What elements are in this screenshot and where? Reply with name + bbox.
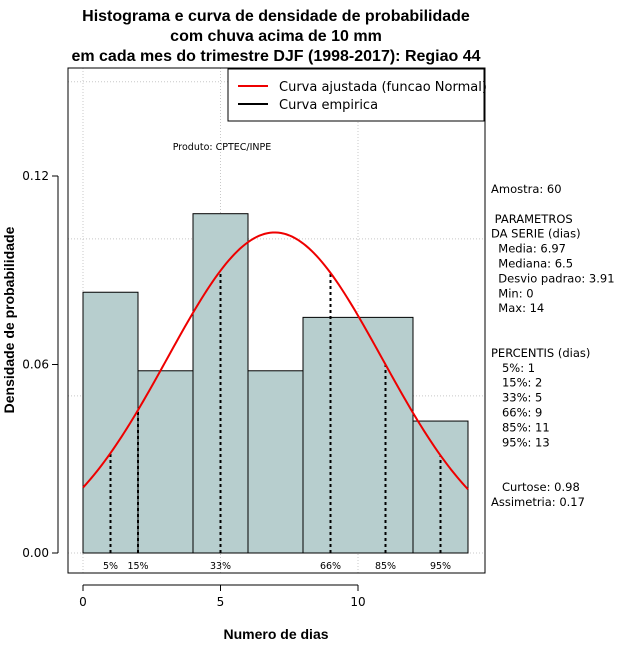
legend-label-2: Curva empirica bbox=[279, 98, 378, 113]
normal-curve bbox=[82, 231, 469, 491]
stat-line-22: Assimetria: 0.17 bbox=[491, 495, 585, 509]
percentile-label-85: 85% bbox=[375, 561, 396, 572]
x-tick-label: 10 bbox=[350, 595, 365, 609]
y-axis-label: Densidade de probabilidade bbox=[1, 226, 17, 413]
stat-line-12: PERCENTIS (dias) bbox=[491, 346, 590, 360]
y-tick-label: 0.00 bbox=[22, 546, 49, 560]
title-line-2: com chuva acima de 10 mm bbox=[170, 28, 382, 45]
histogram-bars bbox=[82, 213, 469, 554]
stat-line-5: Media: 6.97 bbox=[491, 242, 566, 256]
percentile-markers: 5% 15% 33% 66% 85% 95% bbox=[103, 270, 451, 572]
title-line-1: Histograma e curva de densidade de proba… bbox=[82, 8, 470, 25]
stat-line-15: 33%: 5 bbox=[491, 391, 542, 405]
legend: Curva ajustada (funcao Normal) Curva empi… bbox=[227, 68, 487, 122]
chart-title: Histograma e curva de densidade de proba… bbox=[71, 8, 480, 65]
percentile-label-33: 33% bbox=[210, 561, 231, 572]
stat-line-13: 5%: 1 bbox=[491, 361, 535, 375]
x-tick-label: 0 bbox=[79, 595, 87, 609]
stat-line-17: 85%: 11 bbox=[491, 420, 550, 434]
x-axis-label: Numero de dias bbox=[223, 626, 328, 642]
legend-box bbox=[227, 68, 485, 122]
x-tick-label: 5 bbox=[217, 595, 225, 609]
percentile-label-95: 95% bbox=[430, 561, 451, 572]
percentile-label-66: 66% bbox=[320, 561, 341, 572]
stat-line-14: 15%: 2 bbox=[491, 376, 542, 390]
y-tick-label: 0.12 bbox=[22, 169, 49, 183]
stat-line-8: Min: 0 bbox=[491, 286, 534, 300]
stat-line-18: 95%: 13 bbox=[491, 435, 550, 449]
product-annotation: Produto: CPTEC/INPE bbox=[173, 142, 272, 153]
stat-line-4: DA SERIE (dias) bbox=[491, 227, 581, 241]
y-tick-label: 0.06 bbox=[22, 358, 49, 372]
histogram-bar-5 bbox=[302, 316, 414, 554]
plot-frame bbox=[67, 67, 486, 574]
histogram-bar-6 bbox=[412, 420, 469, 554]
normal-curve-line bbox=[82, 231, 469, 491]
legend-label-1: Curva ajustada (funcao Normal) bbox=[279, 80, 487, 95]
stat-line-16: 66%: 9 bbox=[491, 406, 542, 420]
stat-line-6: Mediana: 6.5 bbox=[491, 257, 573, 271]
percentile-label-15: 15% bbox=[127, 561, 148, 572]
axes: 0 5 10 0.00 0.06 0.12 bbox=[22, 169, 365, 609]
stat-line-1: Amostra: 60 bbox=[491, 182, 562, 196]
percentile-label-5: 5% bbox=[103, 561, 118, 572]
histogram-bar-4 bbox=[247, 370, 304, 554]
title-line-3: em cada mes do trimestre DJF (1998-2017)… bbox=[71, 48, 480, 65]
stat-line-21: Curtose: 0.98 bbox=[491, 480, 580, 494]
stat-line-3: PARAMETROS bbox=[491, 212, 573, 226]
stat-line-9: Max: 14 bbox=[491, 301, 544, 315]
stat-line-7: Desvio padrao: 3.91 bbox=[491, 271, 615, 285]
histogram-bar-2 bbox=[137, 370, 194, 554]
